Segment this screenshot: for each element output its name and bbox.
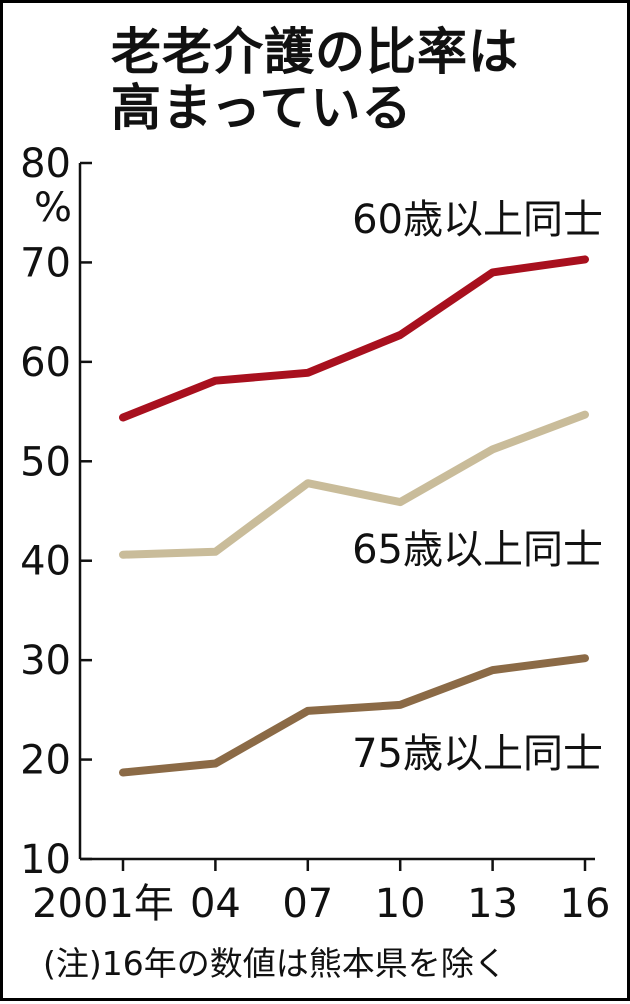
y-tick-label: 50 bbox=[20, 439, 71, 485]
data-point bbox=[214, 380, 216, 382]
y-tick-label: 70 bbox=[20, 240, 71, 286]
y-tick-label: 10 bbox=[20, 837, 71, 883]
x-tick-label: 07 bbox=[282, 881, 333, 927]
data-point bbox=[307, 372, 309, 374]
y-tick-label: 20 bbox=[20, 738, 71, 784]
series-label-60-plus: 60歳以上同士 bbox=[352, 197, 603, 243]
y-tick-label: 30 bbox=[20, 638, 71, 684]
x-tick-label: 2001年 bbox=[32, 881, 174, 927]
data-point bbox=[307, 710, 309, 712]
series-layer bbox=[119, 255, 589, 777]
data-point bbox=[399, 334, 401, 336]
series-line-75-plus bbox=[119, 654, 589, 777]
series-label-65-plus: 65歳以上同士 bbox=[352, 527, 603, 573]
y-tick-label: 40 bbox=[20, 539, 71, 585]
x-tick-label: 10 bbox=[375, 881, 426, 927]
line-chart: 10 20 30 40 50 60 70 80% 2001年 04 07 10 13 16 60歳以上同士… bbox=[20, 141, 610, 927]
chart-title-line-2: 高まっている bbox=[111, 79, 413, 137]
data-point bbox=[492, 669, 494, 671]
data-point bbox=[584, 258, 586, 260]
data-point bbox=[122, 417, 124, 419]
series-line-60-plus bbox=[119, 255, 589, 422]
y-tick-label: 80 bbox=[20, 141, 71, 187]
y-tick-label: 60 bbox=[20, 340, 71, 386]
labels-layer: 60歳以上同士 65歳以上同士 75歳以上同士 bbox=[352, 197, 603, 777]
data-point bbox=[214, 551, 216, 553]
data-point bbox=[492, 271, 494, 273]
chart-axes: 10 20 30 40 50 60 70 80% 2001年 04 07 10 13 16 bbox=[20, 141, 610, 927]
data-point bbox=[399, 704, 401, 706]
y-unit-label: % bbox=[34, 185, 72, 231]
series-label-75-plus: 75歳以上同士 bbox=[352, 731, 603, 777]
data-point bbox=[584, 657, 586, 659]
data-point bbox=[399, 501, 401, 503]
chart-title-line-1: 老老介護の比率は bbox=[111, 23, 519, 81]
data-point bbox=[214, 763, 216, 765]
data-point bbox=[492, 448, 494, 450]
x-tick-label: 16 bbox=[560, 881, 611, 927]
data-point bbox=[584, 414, 586, 416]
data-point bbox=[307, 482, 309, 484]
x-tick-label: 04 bbox=[190, 881, 241, 927]
data-point bbox=[122, 554, 124, 556]
x-tick-label: 13 bbox=[467, 881, 518, 927]
series-line-65-plus bbox=[119, 410, 589, 559]
footnote: (注)16年の数値は熊本県を除く bbox=[43, 944, 507, 983]
data-point bbox=[122, 771, 124, 773]
